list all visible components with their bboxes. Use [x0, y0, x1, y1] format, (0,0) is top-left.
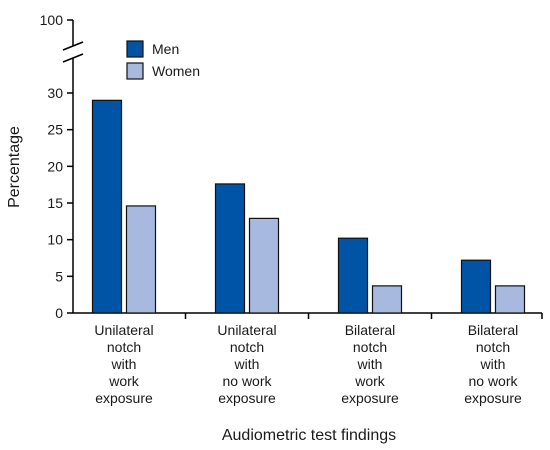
axis-break-mark	[62, 53, 84, 63]
axis-break-mark	[62, 41, 84, 51]
y-tick-label: 25	[47, 122, 63, 138]
bars-group	[91, 99, 526, 314]
x-category-label-line: exposure	[218, 390, 276, 406]
legend-label-men: Men	[152, 41, 179, 57]
x-category-label: Unilateral notch with no work exposure	[217, 322, 276, 406]
x-category-label-line: Unilateral	[217, 322, 276, 338]
x-category-label-line: Bilateral	[468, 322, 519, 338]
legend-label-women: Women	[152, 63, 200, 79]
x-category-label-line: with	[234, 356, 260, 372]
bar-men-2	[214, 183, 246, 314]
x-category-label-line: exposure	[95, 390, 153, 406]
x-category-label: Unilateral notch with work exposure	[94, 322, 153, 406]
legend: Men Women	[126, 40, 200, 80]
bar-women-3	[371, 285, 403, 314]
x-category-label-line: notch	[107, 339, 141, 355]
x-category-label-line: exposure	[341, 390, 399, 406]
bar-women-2	[248, 217, 280, 314]
legend-swatch-women	[126, 62, 144, 80]
x-category-label-line: notch	[230, 339, 264, 355]
x-axis-title: Audiometric test findings	[222, 427, 396, 444]
x-category-label-line: Unilateral	[94, 322, 153, 338]
y-axis-title: Percentage	[6, 126, 23, 208]
x-category-label-line: with	[480, 356, 506, 372]
x-category-label-line: no work	[468, 373, 518, 389]
bar-men-3	[337, 237, 369, 314]
y-tick-label: 15	[47, 195, 63, 211]
x-category-label-line: Bilateral	[345, 322, 396, 338]
y-tick-label: 0	[55, 305, 63, 321]
x-category-label-line: with	[357, 356, 383, 372]
y-tick-label: 30	[47, 85, 63, 101]
x-category-label-line: with	[111, 356, 137, 372]
x-category-label-line: notch	[476, 339, 510, 355]
x-category-label-line: work	[354, 373, 386, 389]
x-category-label-line: no work	[222, 373, 272, 389]
y-tick-label: 100	[40, 12, 64, 28]
bar-men-1	[91, 99, 123, 314]
y-tick-label: 5	[55, 268, 63, 284]
x-category-label-line: exposure	[464, 390, 522, 406]
x-category-label-line: notch	[353, 339, 387, 355]
x-category-label: Bilateral notch with no work exposure	[464, 322, 522, 406]
bar-women-1	[125, 205, 157, 314]
x-category-label: Bilateral notch with work exposure	[341, 322, 399, 406]
y-tick-label: 10	[47, 232, 63, 248]
bar-women-4	[494, 285, 526, 314]
x-category-label-line: work	[108, 373, 140, 389]
y-tick-label: 20	[47, 158, 63, 174]
bar-men-4	[460, 259, 492, 314]
legend-swatch-men	[126, 40, 144, 58]
